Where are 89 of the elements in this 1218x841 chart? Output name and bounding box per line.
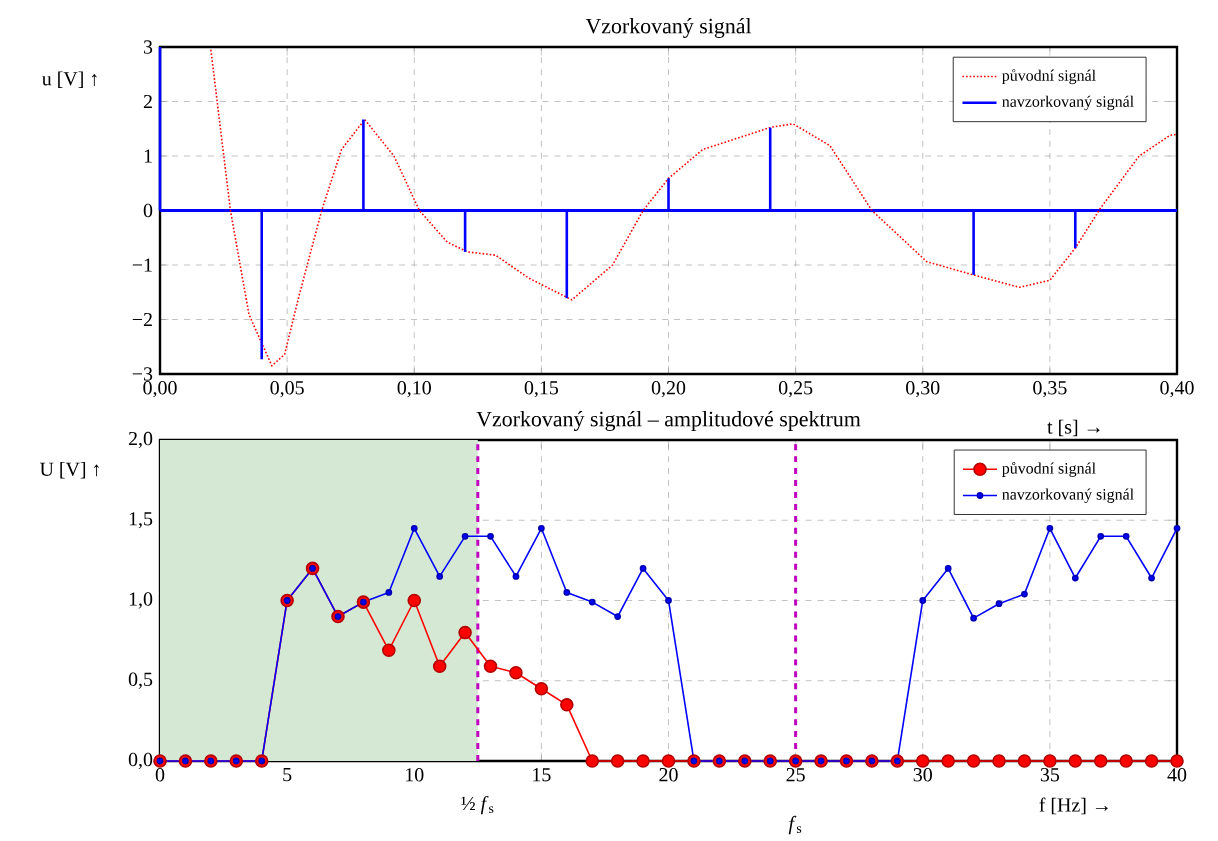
point [512,573,520,580]
point [560,698,574,712]
point [995,600,1003,608]
x-tick-label: 5 [283,768,292,782]
point [537,525,545,532]
y-tick-label: −2 [132,313,152,327]
y-tick-label: 1 [144,149,152,163]
point [636,754,650,768]
y-tick-label: 2 [143,95,152,109]
point [1173,525,1181,532]
chart-title: Vzorkovaný signál – amplitudové spektrum [476,411,861,432]
point [436,573,444,580]
point [1122,533,1130,540]
x-tick-label: 25 [786,768,805,782]
point [461,533,469,540]
x-tick-label: 0,25 [778,381,813,398]
x-tick-label: 0,15 [524,381,559,398]
point [385,589,393,596]
y-tick-label: −3 [132,367,153,381]
point [610,754,625,768]
point [382,643,396,658]
point [563,589,571,596]
point [1148,574,1155,582]
chart-title: Vzorkovaný signál [585,18,752,39]
point [1068,754,1083,768]
point [1046,525,1054,532]
y-axis-title: U [V] ↑ [39,462,99,479]
y-tick-label: 0 [143,203,153,218]
point [614,613,622,621]
point [1144,754,1159,768]
point [661,754,676,768]
y-tick-label: 0,5 [128,672,153,690]
x-tick-label: 0,40 [1160,381,1194,398]
legend-label: původní signál [1002,69,1096,85]
y-tick-label: 0,0 [128,752,153,770]
x-tick-label: 40 [1167,768,1187,782]
legend-label: navzorkovaný signál [1002,95,1134,111]
point [534,682,549,696]
point [915,754,930,768]
point [509,666,523,680]
y-tick-label: 1,5 [129,512,153,529]
point [970,614,977,622]
point [1017,754,1032,768]
legend-label: původní signál [1002,462,1096,478]
point [1043,754,1057,768]
x-tick-label: 0,35 [1033,381,1067,398]
point [410,525,418,532]
y-tick-label: 3 [143,40,153,54]
legend-label: navzorkovaný signál [1002,488,1134,504]
point [1097,533,1105,540]
point [585,754,600,768]
point [992,754,1006,768]
y-axis-title: u [V] ↑ [41,71,97,89]
point [966,754,981,768]
point [588,598,596,606]
x-tick-label: 35 [1040,768,1060,782]
point [919,597,927,604]
ref-line-label: f$_{s}$ [788,815,802,835]
x-tick-label: 0,05 [270,381,304,398]
point [665,597,672,604]
x-tick-label: 30 [913,768,932,782]
point [944,565,952,572]
ref-line-label: ½ f$_{s}$ [461,796,494,815]
x-axis-title: f [Hz] → [1039,797,1108,815]
x-tick-label: 15 [533,768,551,782]
x-tick-label: 0,00 [143,381,177,398]
point [1021,590,1028,598]
x-tick-label: 0,10 [397,381,431,398]
point [1170,754,1184,768]
point [1093,754,1108,768]
y-tick-label: 2,0 [128,431,153,449]
point [407,593,422,608]
x-tick-label: 0,30 [906,381,940,398]
line-series [210,49,1178,367]
x-tick-label: 0 [155,768,165,782]
point [1119,754,1133,768]
point [487,533,494,540]
x-tick-label: 10 [406,768,424,782]
y-tick-label: −1 [132,258,152,272]
point [483,659,498,674]
x-tick-label: 0,20 [651,381,686,398]
x-axis-title: t [s] → [1047,419,1100,437]
y-tick-label: 1,0 [129,592,153,609]
point [941,754,955,768]
x-tick-label: 20 [659,768,678,782]
point [458,625,472,640]
point [1071,574,1079,582]
point [639,565,647,572]
point [432,659,447,674]
